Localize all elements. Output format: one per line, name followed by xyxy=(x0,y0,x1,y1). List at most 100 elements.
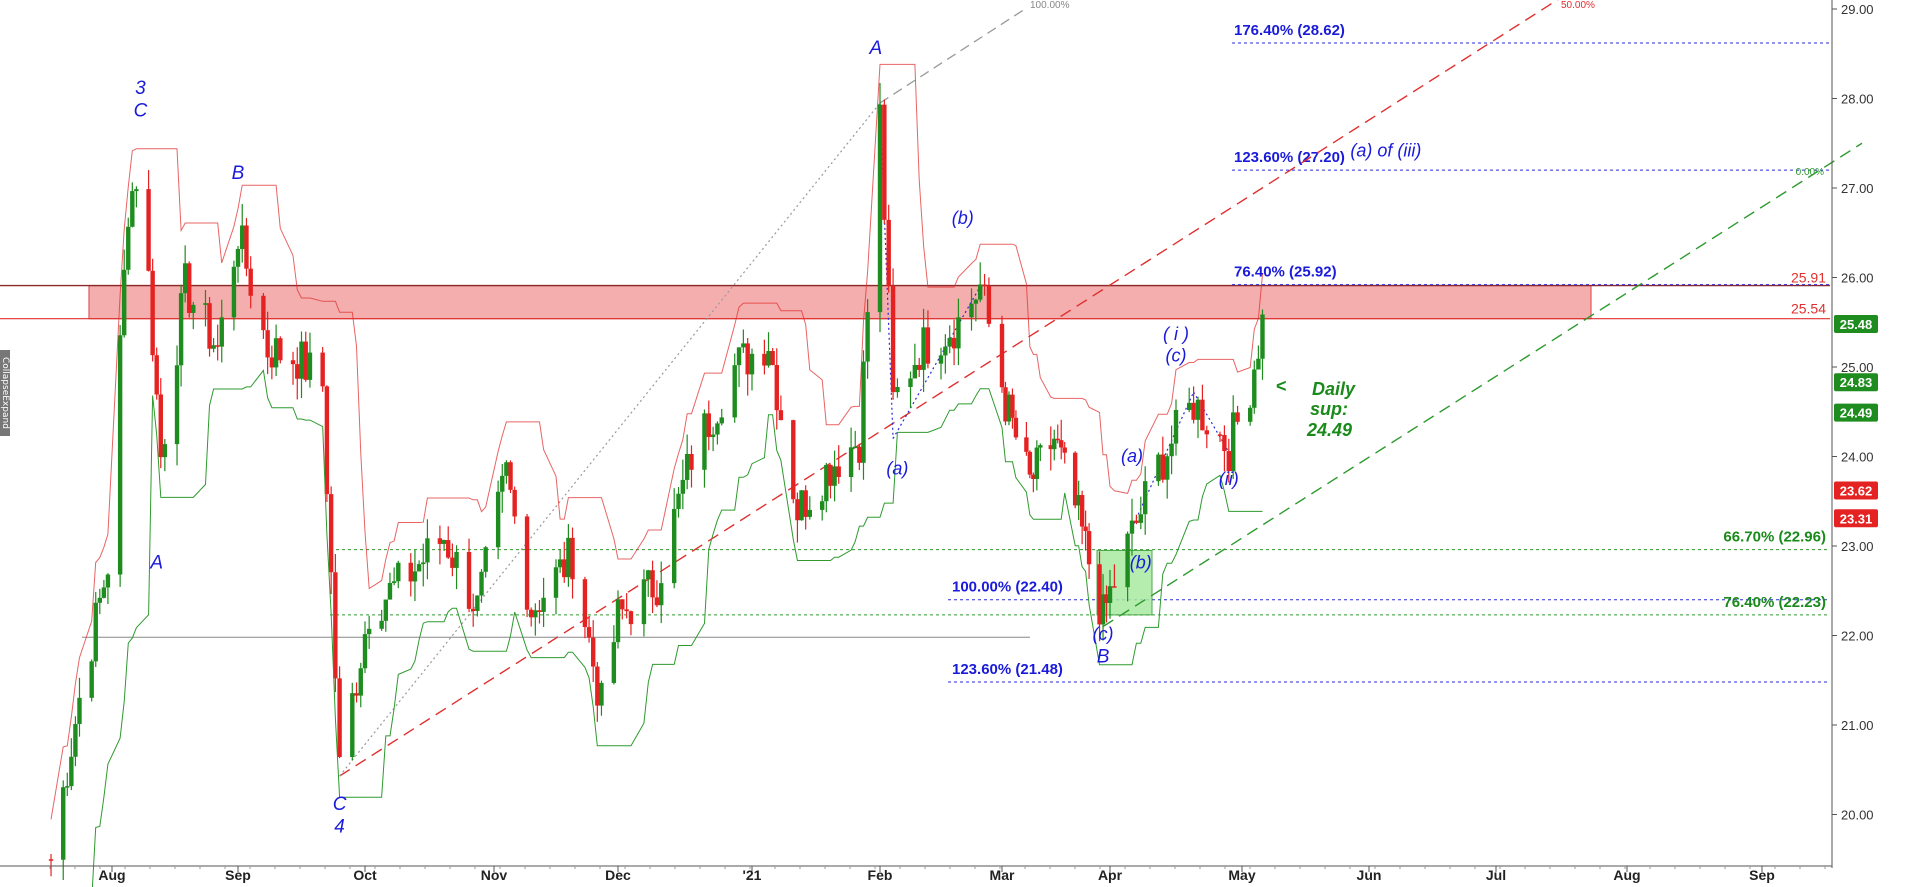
candle-body xyxy=(1260,314,1265,359)
candle-body xyxy=(1013,417,1019,438)
candle-body xyxy=(719,417,724,424)
candle-body xyxy=(611,642,617,683)
projection-label: 50.00% xyxy=(1561,0,1595,11)
candle-body xyxy=(570,537,575,580)
wave-label: (a) of (iii) xyxy=(1350,141,1421,161)
level-label: 25.54 xyxy=(1791,301,1826,317)
wave-label: C xyxy=(333,794,347,815)
price-badge xyxy=(1834,315,1878,334)
candle-body xyxy=(437,538,443,544)
candle-body xyxy=(828,464,833,486)
candle-body xyxy=(882,104,887,220)
price-badge-label: 23.62 xyxy=(1840,484,1873,499)
candle-body xyxy=(387,582,393,600)
side-collapse-tab[interactable]: CollapseExpand xyxy=(0,350,10,436)
fib-label-upper: 123.60% (27.20) xyxy=(1234,149,1345,166)
candle-body xyxy=(1072,452,1078,506)
candle-body xyxy=(1256,358,1261,370)
candle-body xyxy=(1076,495,1081,506)
candle-body xyxy=(146,189,151,271)
candle-body xyxy=(778,410,784,421)
candle-body xyxy=(408,562,413,582)
fib-label-green: 76.40% (22.23) xyxy=(1723,594,1826,611)
candle-body xyxy=(650,570,655,598)
candle-body xyxy=(770,351,775,366)
candle-body xyxy=(1195,399,1201,420)
y-tick-label: 26.00 xyxy=(1841,271,1874,286)
candle-body xyxy=(1112,586,1117,588)
candle-body xyxy=(269,357,275,368)
wave-label: B xyxy=(1097,646,1110,667)
candle-body xyxy=(1187,402,1192,410)
candle-body xyxy=(978,284,983,300)
candle-body xyxy=(749,353,755,375)
level-label: 25.91 xyxy=(1791,270,1826,286)
candle-body xyxy=(1097,564,1102,625)
candle-body xyxy=(943,346,948,356)
wave-label: (a) xyxy=(886,458,908,478)
candle-body xyxy=(48,859,54,861)
candle-body xyxy=(615,599,621,643)
candle-body xyxy=(654,597,660,606)
candle-body xyxy=(853,446,858,449)
candle-body xyxy=(684,453,690,480)
candle-body xyxy=(354,693,359,696)
candle-body xyxy=(908,378,913,387)
candle-body xyxy=(732,365,737,418)
trailing-support-line xyxy=(91,369,1263,887)
blue-wave-line-1 xyxy=(892,286,981,439)
candle-body xyxy=(479,571,484,596)
annotation-arrow: < xyxy=(1276,376,1287,396)
candle-body xyxy=(659,583,664,606)
candle-body xyxy=(938,355,944,364)
candle-body xyxy=(240,225,245,249)
candle-body xyxy=(921,327,926,370)
grey-projection-dotted xyxy=(339,102,881,777)
candle-body xyxy=(105,574,111,588)
candle-body xyxy=(191,304,196,313)
price-badge xyxy=(1834,373,1878,392)
candle-body xyxy=(886,219,891,287)
wave-label: A xyxy=(149,552,163,573)
candle-body xyxy=(475,595,480,612)
candle-body xyxy=(121,269,127,336)
candle-body xyxy=(69,756,74,787)
x-tick-label: '21 xyxy=(743,867,762,883)
candle-body xyxy=(1125,533,1130,588)
candle-body xyxy=(877,104,883,313)
candle-body xyxy=(553,567,559,598)
candle-body xyxy=(591,637,596,667)
x-tick-label: Feb xyxy=(868,867,893,883)
x-tick-label: Apr xyxy=(1098,867,1123,883)
candle-body xyxy=(261,295,266,331)
candle-body xyxy=(895,386,900,393)
candle-body xyxy=(1003,387,1008,422)
candle-body xyxy=(1048,445,1053,450)
candle-body xyxy=(628,611,634,625)
candle-body xyxy=(1217,434,1223,436)
candle-body xyxy=(689,453,694,470)
x-tick-label: Sep xyxy=(1749,867,1775,883)
annotation-line: sup: xyxy=(1310,399,1348,419)
candle-body xyxy=(706,413,711,438)
candle-body xyxy=(178,293,184,366)
candle-body xyxy=(620,599,625,610)
candle-body xyxy=(1083,526,1088,532)
candle-body xyxy=(524,516,530,610)
candle-body xyxy=(1079,495,1085,527)
candle-body xyxy=(832,466,837,486)
wave-label: (c) xyxy=(1166,346,1187,366)
x-tick-label: Oct xyxy=(353,867,377,883)
candle-body xyxy=(158,394,163,458)
resistance-zone xyxy=(88,284,1592,320)
candle-body xyxy=(624,609,629,612)
candle-body xyxy=(766,351,771,366)
candle-body xyxy=(762,353,767,366)
candle-body xyxy=(483,547,488,572)
candle-body xyxy=(925,327,931,364)
candle-body xyxy=(969,303,974,318)
x-tick-label: Aug xyxy=(98,867,125,883)
resistance-zone-layer: 25.91 25.54 xyxy=(0,270,1830,320)
